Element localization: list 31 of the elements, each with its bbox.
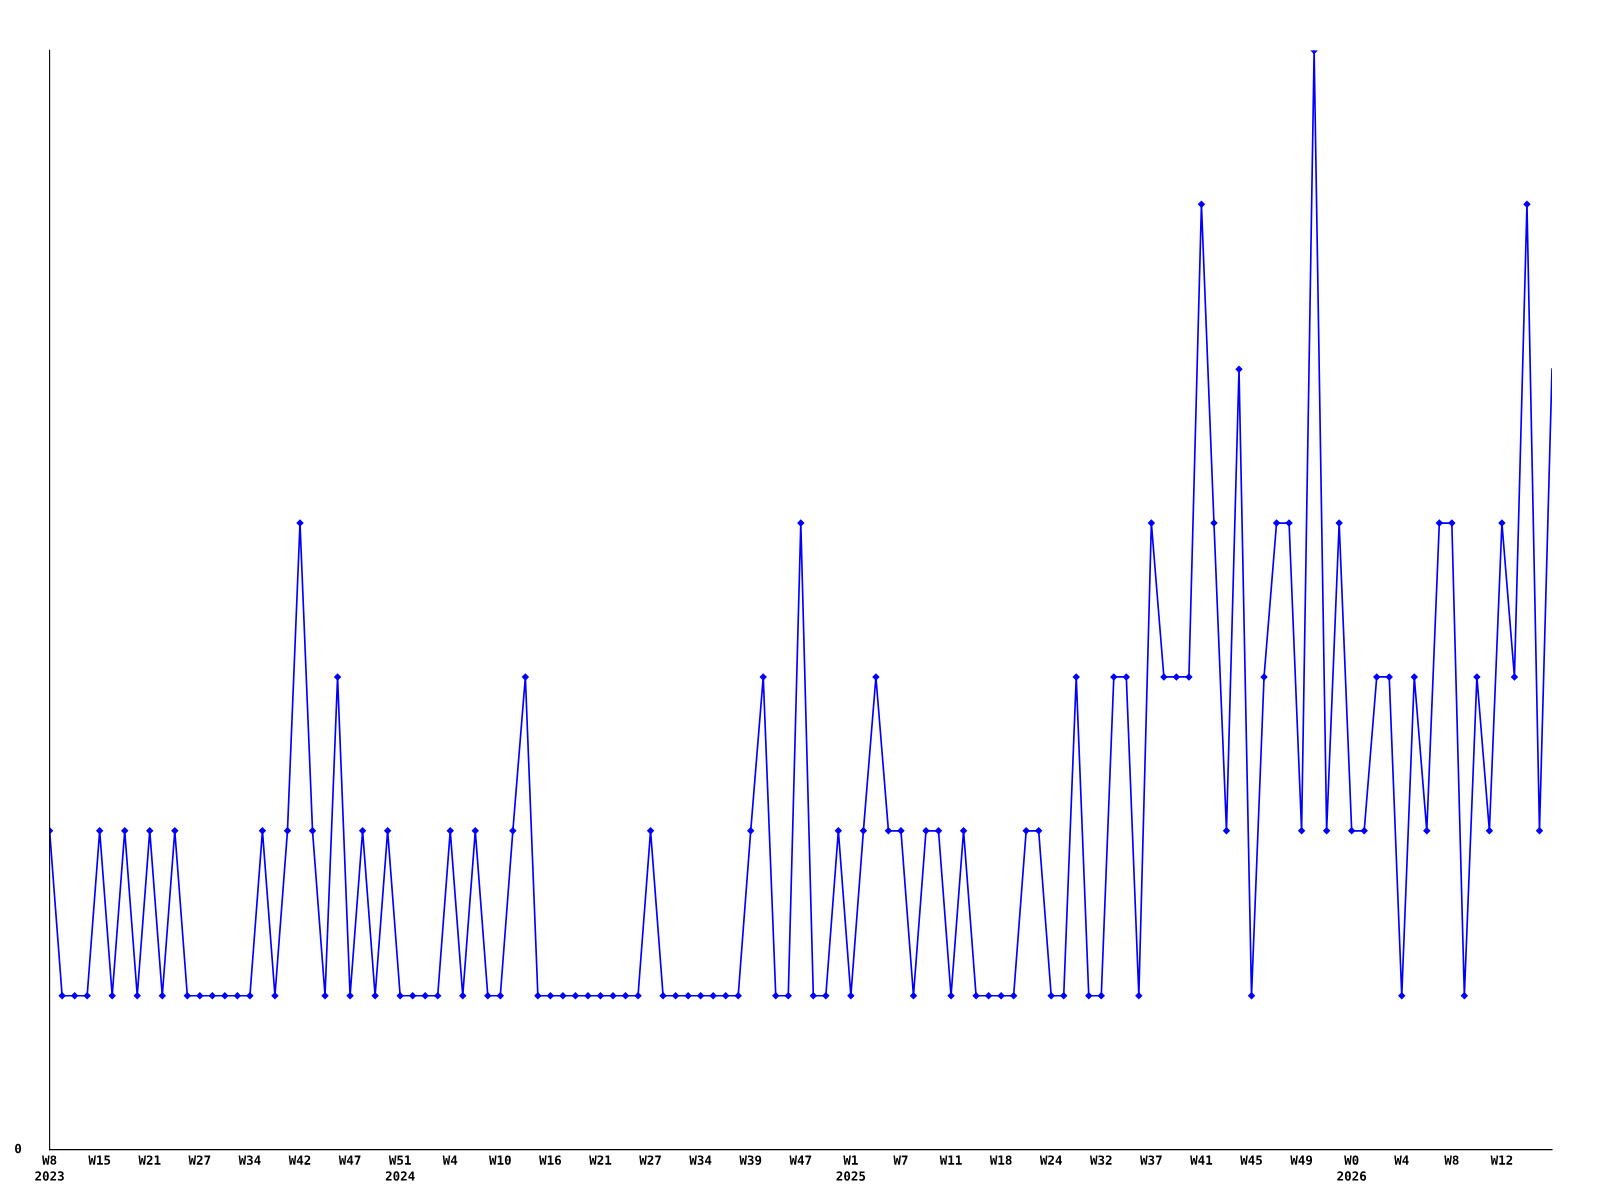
- x-tick-label: W24: [1039, 1155, 1062, 1165]
- x-tick-label: W39: [739, 1155, 762, 1165]
- x-tick-label: W41: [1190, 1155, 1213, 1165]
- x-tick-label: W18: [989, 1155, 1012, 1165]
- x-tick-label: W47: [338, 1155, 361, 1165]
- x-tick-label: W4: [442, 1155, 458, 1165]
- x-tick-label: W21: [138, 1155, 161, 1165]
- x-tick-label: W32: [1089, 1155, 1112, 1165]
- x-tick-label: W34: [689, 1155, 712, 1165]
- x-tick-label: W8 2023: [35, 1155, 64, 1181]
- x-tick-label: W42: [288, 1155, 311, 1165]
- x-tick-label: W1 2025: [836, 1155, 866, 1181]
- x-tick-label: W21: [589, 1155, 612, 1165]
- text: 0: [15, 1143, 22, 1154]
- x-tick-label: W10: [489, 1155, 511, 1165]
- x-tick-label: W49: [1290, 1155, 1313, 1165]
- x-tick-label: W0 2026: [1337, 1155, 1367, 1181]
- x-tick-label: W11: [939, 1155, 962, 1165]
- x-tick-label: W8: [1444, 1155, 1459, 1165]
- x-tick-label: W16: [539, 1155, 562, 1165]
- x-tick-label: W4: [1394, 1155, 1409, 1165]
- x-tick-label: W45: [1240, 1155, 1262, 1165]
- x-tick-label: W34: [238, 1155, 261, 1165]
- x-tick-label: W12: [1490, 1155, 1513, 1165]
- x-tick-label: W37: [1140, 1155, 1162, 1165]
- x-tick-label: W7: [893, 1155, 908, 1165]
- x-tick-label: W47: [789, 1155, 812, 1165]
- x-tick-label: W15: [88, 1155, 111, 1165]
- x-tick-label: W27: [639, 1155, 661, 1165]
- x-tick-label: W51 2024: [385, 1155, 415, 1181]
- x-tick-label: W27: [188, 1155, 211, 1165]
